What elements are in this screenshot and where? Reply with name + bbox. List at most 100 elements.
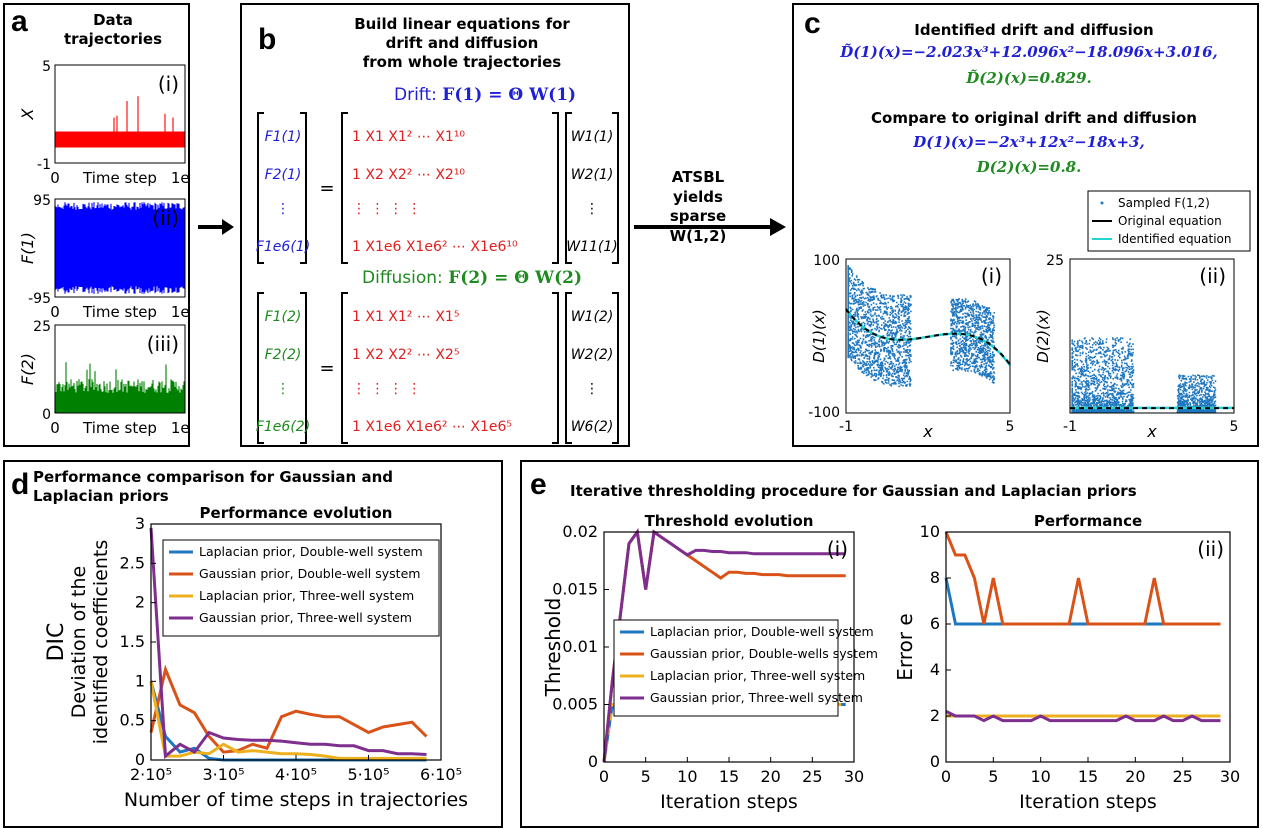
- y-axis-label-3: identified coefficients: [90, 540, 112, 745]
- panel-d-chart: Performance evolution 2·10⁵ 3·10⁵ 4·10⁵ 5·10…: [44, 504, 468, 811]
- matrix-bracket: [257, 292, 264, 444]
- x-tick-label: 30: [844, 767, 864, 786]
- panel-a-label: a: [11, 5, 28, 38]
- matrix-bracket: [552, 292, 559, 444]
- drift-label: Drift:: [394, 85, 437, 105]
- equals-sign: =: [319, 358, 334, 379]
- panel-b-title-line3: from whole trajectories: [362, 52, 562, 71]
- drift-row: 1 X1 X1² ⋯ X1¹⁰: [352, 129, 465, 145]
- diffusion-row: ⋮ ⋮ ⋮ ⋮: [352, 381, 421, 397]
- x-tick-label: 0: [941, 767, 951, 786]
- y-tick-label: 0.02: [562, 522, 598, 541]
- legend-box: [1087, 190, 1251, 252]
- diffusion-lhs: ⋮: [276, 381, 290, 397]
- plot-axes: [1069, 258, 1235, 414]
- x-tick-label: 15: [719, 767, 739, 786]
- legend-label: Laplacian prior, Double-well system: [199, 544, 423, 559]
- atsbl-label: ATSBL yields sparse W(1,2): [648, 168, 748, 246]
- chart-tag: (ii): [1197, 537, 1224, 561]
- plot-xlabel: x: [1146, 422, 1157, 441]
- series-line: [149, 681, 427, 760]
- panel-c-eq4: D(2)(x)=0.8.: [976, 158, 1082, 176]
- matrix-bracket: [612, 292, 619, 444]
- drift-lhs: F1e6(1): [256, 239, 310, 255]
- matrix-bracket: [552, 112, 559, 264]
- y-tick-label: 0: [930, 752, 940, 771]
- diffusion-equation: Diffusion: F(2) = Θ W(2): [362, 268, 582, 288]
- diffusion-row: 1 X1e6 X1e6² ⋯ X1e6⁵: [352, 419, 512, 435]
- panel-e-title: Iterative thresholding procedure for Gau…: [570, 482, 1137, 500]
- series-line: [944, 531, 1221, 626]
- matrix-bracket: [565, 292, 572, 444]
- plot-xmax: 5: [1006, 419, 1015, 435]
- plot-ylabel: D(2)(x): [1034, 309, 1052, 362]
- drift-row: 1 X1e6 X1e6² ⋯ X1e6¹⁰: [352, 239, 518, 255]
- sampled-points: [847, 265, 996, 388]
- panel-c-title2: Compare to original drift and diffusion: [871, 109, 1197, 127]
- matrix-bracket: [341, 292, 348, 444]
- legend-marker-sampled: [1100, 201, 1104, 205]
- panel-c-eq3: D(1)(x)=−2x³+12x²−18x+3,: [913, 133, 1145, 151]
- chart-tag: (i): [827, 537, 848, 561]
- plot-xmin: -1: [839, 419, 853, 435]
- x-tick-label: 3·10⁵: [202, 765, 244, 784]
- legend-box: [613, 619, 839, 717]
- legend-label: Laplacian prior, Double-well system: [650, 624, 874, 639]
- plot-tag: (i): [981, 264, 1002, 288]
- x-tick-label: 5: [988, 767, 998, 786]
- legend-label: Identified equation: [1118, 232, 1232, 246]
- arrow-a-to-b: [198, 219, 234, 235]
- trajectory-ymax: 95: [33, 193, 51, 209]
- panel-a-title: Data trajectories: [63, 11, 162, 48]
- legend-label: Sampled F(1,2): [1118, 196, 1210, 210]
- y-tick-label: 8: [930, 568, 940, 587]
- plot-ymax: 100: [813, 253, 840, 269]
- x-tick-label: 2·10⁵: [130, 765, 172, 784]
- x-tick-label: 30: [1220, 767, 1240, 786]
- series-line: [602, 528, 846, 763]
- trajectory-x0: 0: [50, 419, 60, 437]
- trajectory-xlabel: Time step: [82, 419, 157, 437]
- x-axis-label: Number of time steps in trajectories: [124, 789, 468, 811]
- diffusion-lhs: F1(2): [265, 309, 302, 325]
- trajectory-trace: [54, 362, 185, 413]
- x-tick-label: 10: [677, 767, 697, 786]
- series-line: [149, 664, 428, 754]
- plot-ylabel: D(1)(x): [810, 309, 828, 362]
- y-tick-label: 1.5: [120, 632, 145, 651]
- plot-ymax: 25: [1046, 253, 1064, 269]
- y-tick-label: 0: [588, 752, 598, 771]
- trajectory-xlabel: Time step: [82, 303, 157, 321]
- diffusion-row: 1 X2 X2² ⋯ X2⁵: [352, 347, 459, 363]
- panel-d-title-line1: Performance comparison for Gaussian and: [33, 468, 393, 486]
- x-tick-label: 20: [760, 767, 780, 786]
- legend-box: [162, 539, 440, 637]
- trajectory-xend: 1e6: [171, 303, 190, 321]
- panel-e: e Iterative thresholding procedure for G…: [520, 460, 1259, 828]
- panel-a-trajectories: 5 -1 (i) X 0 Time step 1e6 95 -95 (ii) F(1) 0 Time s…: [18, 59, 190, 437]
- matrix-bracket: [300, 112, 307, 264]
- trajectory-ylabel: X: [18, 107, 37, 120]
- trajectory-xlabel: Time step: [82, 169, 157, 187]
- atsbl-line1: ATSBL yields: [671, 168, 725, 206]
- x-tick-label: 6·10⁵: [420, 765, 462, 784]
- panel-b-matrices: = F1(1) F2(1) ⋮ F1e6(1) 1 X1 X1² ⋯ X1¹⁰ 1 X2 X…: [256, 112, 619, 444]
- legend-label: Gaussian prior, Three-well system: [650, 690, 863, 705]
- legend-label: Laplacian prior, Three-well system: [650, 668, 865, 683]
- trajectory-ylabel: F(1): [18, 232, 37, 264]
- drift-row: 1 X2 X2² ⋯ X2¹⁰: [352, 167, 465, 183]
- diffusion-rhs: ⋮: [585, 381, 599, 397]
- trajectory-tag: (i): [158, 72, 179, 96]
- drift-rhs: W11(1): [566, 239, 618, 255]
- y-tick-label: 2: [930, 706, 940, 725]
- chart-title: Performance evolution: [200, 504, 393, 522]
- trajectory-ylabel: F(2): [18, 353, 37, 385]
- x-tick-label: 4·10⁵: [275, 765, 317, 784]
- panel-d-title-line2: Laplacian priors: [33, 486, 169, 505]
- y-axis-label: Error e: [893, 613, 917, 680]
- y-tick-label: 1: [135, 671, 145, 690]
- trajectory-ymin: -95: [28, 291, 51, 307]
- plot-ymin: -100: [808, 405, 840, 421]
- atsbl-line2: sparse W(1,2): [669, 207, 727, 245]
